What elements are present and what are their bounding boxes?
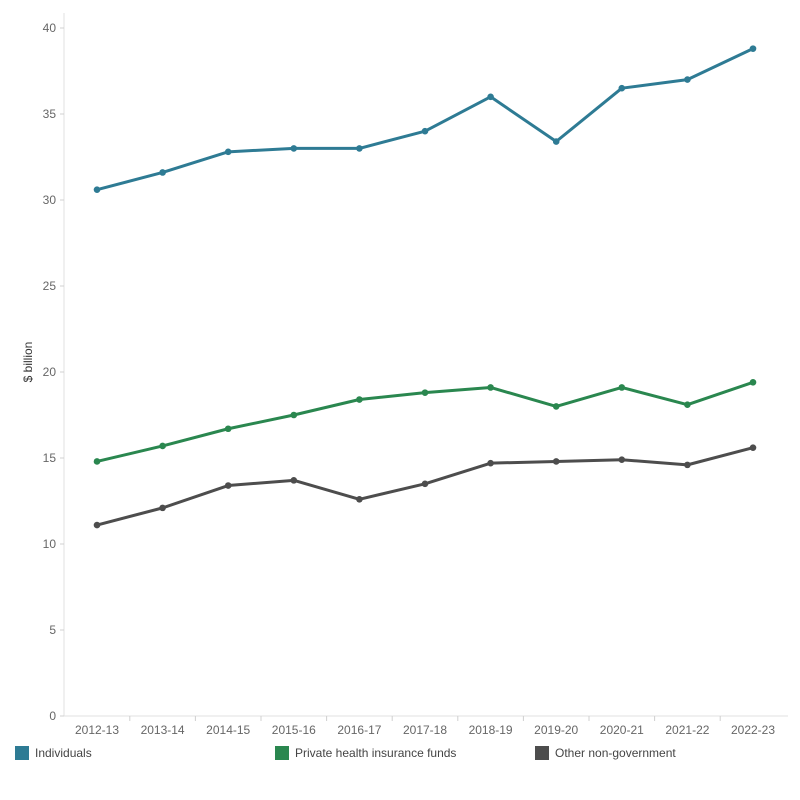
data-point-other-non-government[interactable] <box>224 482 232 489</box>
legend-swatch-private-health-insurance-funds <box>275 746 289 760</box>
x-tick-label: 2017-18 <box>403 723 447 737</box>
data-point-private-health-insurance-funds[interactable] <box>684 401 691 408</box>
data-point-private-health-insurance-funds[interactable] <box>159 442 166 450</box>
data-point-private-health-insurance-funds[interactable] <box>356 396 363 403</box>
x-tick-label: 2022-23 <box>731 723 775 737</box>
data-point-private-health-insurance-funds[interactable] <box>618 384 626 391</box>
data-point-other-non-government[interactable] <box>749 444 757 451</box>
data-point-individuals[interactable] <box>618 84 626 92</box>
x-tick-label: 2020-21 <box>600 723 644 737</box>
data-point-private-health-insurance-funds[interactable] <box>421 389 429 396</box>
legend-label-private-health-insurance-funds: Private health insurance funds <box>295 746 457 760</box>
data-point-individuals[interactable] <box>159 169 166 176</box>
data-point-individuals[interactable] <box>684 76 691 83</box>
y-tick-label: 5 <box>49 623 56 637</box>
legend-swatch-other-non-government <box>535 746 549 760</box>
x-tick-label: 2012-13 <box>75 723 119 737</box>
chart-legend: Individuals Private health insurance fun… <box>0 746 800 766</box>
y-tick-label: 40 <box>43 21 57 35</box>
x-axis-ticks: 2012-13 2013-14 2014-15 2015-16 2016-17 2017-… <box>75 716 775 737</box>
data-point-private-health-insurance-funds[interactable] <box>93 458 101 465</box>
legend-label-other-non-government: Other non-government <box>555 746 676 760</box>
data-point-individuals[interactable] <box>290 145 298 152</box>
data-point-individuals[interactable] <box>552 138 560 145</box>
data-point-private-health-insurance-funds[interactable] <box>749 379 757 386</box>
data-point-individuals[interactable] <box>93 186 101 193</box>
data-point-other-non-government[interactable] <box>159 504 166 512</box>
legend-item-other-non-government[interactable]: Other non-government <box>535 746 676 760</box>
data-point-other-non-government[interactable] <box>618 456 626 464</box>
legend-item-individuals[interactable]: Individuals <box>15 746 92 760</box>
series-private-health-insurance-funds <box>93 379 757 465</box>
x-tick-label: 2019-20 <box>534 723 578 737</box>
series-other-non-government <box>93 444 757 529</box>
data-point-private-health-insurance-funds[interactable] <box>487 384 494 391</box>
y-axis-label: $ billion <box>21 342 35 383</box>
y-tick-label: 25 <box>43 279 57 293</box>
data-point-individuals[interactable] <box>487 93 494 101</box>
legend-swatch-individuals <box>15 746 29 760</box>
data-point-other-non-government[interactable] <box>356 495 363 503</box>
data-point-individuals[interactable] <box>224 148 232 156</box>
x-tick-label: 2016-17 <box>337 723 381 737</box>
y-tick-label: 0 <box>49 709 56 723</box>
y-tick-label: 15 <box>43 451 57 465</box>
data-point-other-non-government[interactable] <box>487 459 494 467</box>
x-tick-label: 2018-19 <box>469 723 513 737</box>
x-tick-label: 2015-16 <box>272 723 316 737</box>
data-point-private-health-insurance-funds[interactable] <box>552 403 560 410</box>
chart-axes <box>63 13 788 717</box>
data-point-individuals[interactable] <box>356 145 363 152</box>
series-individuals <box>93 45 757 193</box>
data-point-private-health-insurance-funds[interactable] <box>224 425 232 433</box>
x-tick-label: 2013-14 <box>141 723 185 737</box>
y-tick-label: 30 <box>43 193 57 207</box>
data-point-individuals[interactable] <box>749 45 757 52</box>
data-point-other-non-government[interactable] <box>421 480 429 488</box>
data-point-other-non-government[interactable] <box>93 521 101 529</box>
legend-item-private-health-insurance-funds[interactable]: Private health insurance funds <box>275 746 456 760</box>
x-tick-label: 2021-22 <box>665 723 709 737</box>
chart-series <box>93 45 757 529</box>
y-axis-ticks: 0 5 10 15 20 25 30 35 40 <box>43 21 64 723</box>
data-point-individuals[interactable] <box>421 127 429 135</box>
series-line-individuals <box>95 47 755 192</box>
data-point-other-non-government[interactable] <box>552 458 560 465</box>
legend-label-individuals: Individuals <box>35 746 92 760</box>
data-point-other-non-government[interactable] <box>290 477 298 484</box>
y-tick-label: 35 <box>43 107 57 121</box>
data-point-private-health-insurance-funds[interactable] <box>290 411 298 419</box>
x-tick-label: 2014-15 <box>206 723 250 737</box>
y-tick-label: 10 <box>43 537 57 551</box>
data-point-other-non-government[interactable] <box>684 461 691 469</box>
y-tick-label: 20 <box>43 365 57 379</box>
